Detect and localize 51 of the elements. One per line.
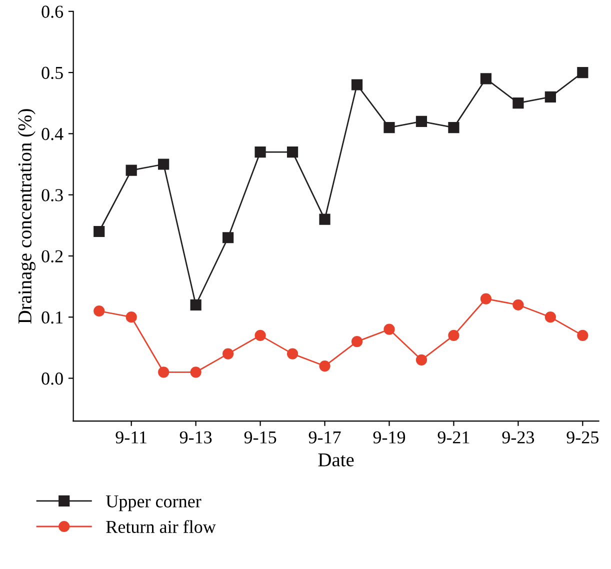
point	[416, 354, 428, 366]
x-tick-label: 9-19	[373, 431, 406, 444]
point	[126, 312, 137, 323]
y-axis-title: Drainage concentration (%)	[18, 109, 36, 324]
point	[512, 98, 524, 109]
point	[254, 146, 266, 158]
point	[94, 305, 105, 317]
point	[480, 73, 492, 84]
point	[222, 348, 234, 360]
y-tick-label: 0.2	[42, 250, 63, 262]
point	[416, 116, 428, 127]
y-tick-label: 0.6	[42, 6, 64, 18]
point	[222, 232, 234, 244]
point	[286, 348, 298, 360]
point	[158, 158, 170, 170]
point	[480, 293, 492, 304]
y-tick-label: 0.0	[42, 372, 63, 385]
point	[319, 214, 330, 225]
x-tick-label: 9-13	[180, 431, 212, 444]
point	[158, 366, 170, 378]
point	[126, 164, 137, 176]
x-axis-title: Date	[318, 453, 354, 466]
y-tick-label: 0.4	[42, 128, 64, 140]
point	[577, 66, 588, 78]
point	[384, 324, 395, 335]
x-tick-label: 9-17	[308, 431, 341, 444]
point	[351, 79, 363, 90]
point	[544, 91, 556, 103]
y-tick-label: 0.5	[42, 66, 63, 80]
point	[319, 360, 330, 372]
x-tick-label: 9-15	[244, 431, 276, 444]
x-tick-label: 9-25	[566, 431, 599, 444]
x-tick-label: 9-23	[502, 431, 534, 444]
point	[384, 122, 395, 134]
point	[94, 226, 105, 238]
point	[286, 146, 298, 158]
legend-label: Upper corner	[106, 495, 202, 512]
legend-label: Return air flow	[106, 520, 216, 533]
x-tick-label: 9-21	[438, 431, 470, 444]
point	[448, 330, 460, 342]
point	[254, 330, 266, 342]
point	[190, 299, 202, 310]
point	[190, 366, 202, 378]
point	[351, 336, 363, 348]
x-tick-label: 9-11	[116, 431, 146, 444]
y-tick-label: 0.3	[42, 189, 63, 202]
point	[448, 122, 460, 134]
point	[544, 312, 556, 323]
y-tick-label: 0.1	[42, 311, 63, 324]
point	[577, 330, 588, 342]
point	[512, 299, 524, 310]
